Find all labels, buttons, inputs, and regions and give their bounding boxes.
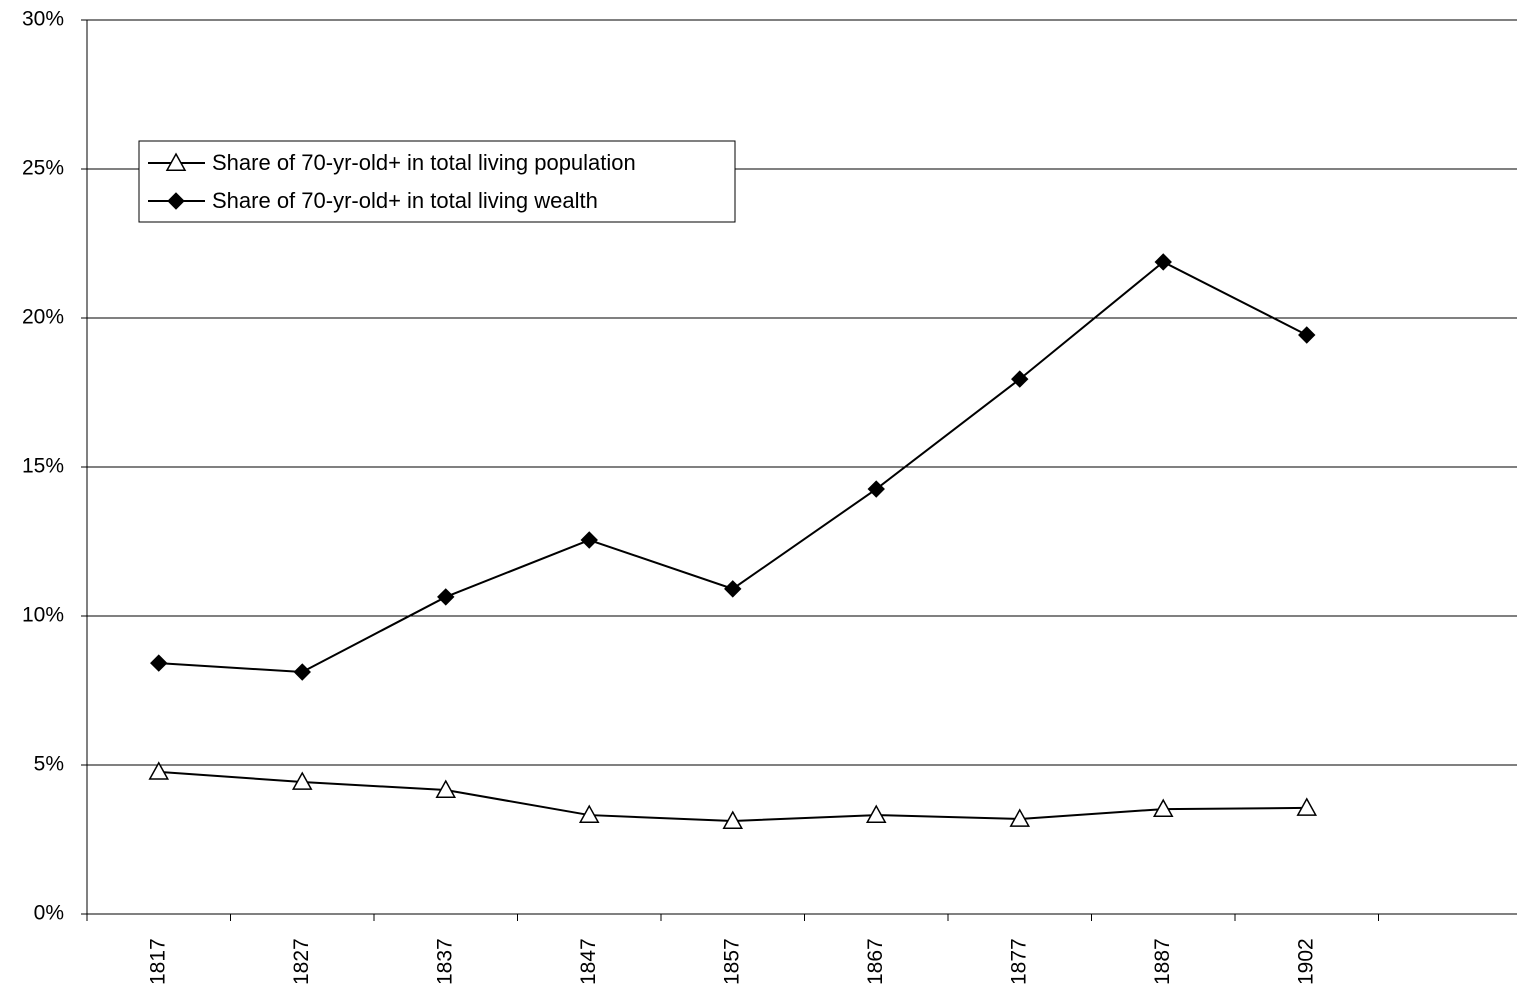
- legend-label: Share of 70-yr-old+ in total living popu…: [212, 150, 636, 175]
- x-tick-label: 1827: [290, 938, 313, 985]
- x-tick-label: 1857: [720, 938, 743, 985]
- marker: [291, 771, 313, 790]
- legend-label: Share of 70-yr-old+ in total living weal…: [212, 188, 598, 213]
- marker: [724, 580, 742, 598]
- marker: [1154, 253, 1172, 271]
- marker: [150, 654, 168, 672]
- y-tick-label: 20%: [22, 306, 64, 329]
- y-tick-label: 10%: [22, 604, 64, 627]
- x-tick-label: 1877: [1007, 938, 1030, 985]
- marker: [437, 588, 455, 606]
- marker: [722, 810, 744, 829]
- marker: [165, 152, 187, 171]
- marker: [148, 761, 170, 780]
- y-tick-label: 25%: [22, 157, 64, 180]
- x-tick-label: 1902: [1294, 938, 1317, 985]
- marker: [293, 663, 311, 681]
- legend-box: [138, 140, 736, 223]
- y-tick-label: 0%: [34, 902, 64, 925]
- x-tick-label: 1837: [433, 938, 456, 985]
- marker: [1009, 808, 1031, 827]
- marker: [578, 804, 600, 824]
- marker: [1298, 326, 1316, 344]
- marker: [1152, 798, 1174, 818]
- x-tick-label: 1847: [577, 938, 600, 985]
- x-tick-label: 1887: [1151, 938, 1174, 985]
- marker: [1296, 797, 1318, 816]
- x-tick-label: 1817: [146, 938, 169, 985]
- marker: [435, 779, 457, 798]
- marker: [580, 531, 598, 549]
- y-tick-label: 15%: [22, 455, 64, 478]
- marker: [167, 192, 185, 210]
- marker: [865, 804, 887, 824]
- x-tick-label: 1867: [864, 938, 887, 985]
- marker: [1011, 370, 1029, 388]
- y-tick-label: 30%: [22, 8, 64, 31]
- marker: [867, 480, 885, 498]
- y-tick-label: 5%: [34, 753, 64, 776]
